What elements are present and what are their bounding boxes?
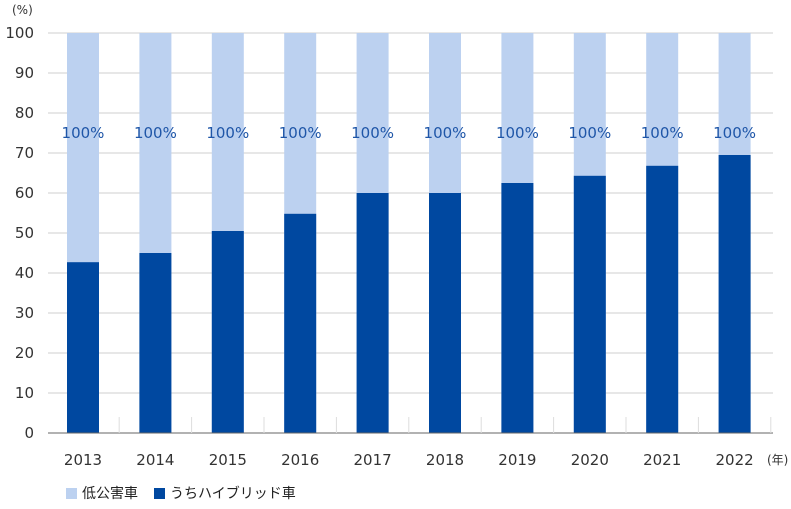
bar-hybrid-2013: [67, 262, 99, 433]
legend-label-low-emission: 低公害車: [82, 486, 138, 502]
bar-hybrid-2020: [573, 175, 606, 434]
x-tick-label-2017: 2017: [354, 451, 392, 469]
x-tick-label-2016: 2016: [281, 451, 319, 469]
x-tick-label-2015: 2015: [209, 451, 247, 469]
y-tick-label: 30: [15, 304, 34, 322]
data-labels: 100% 100% 100% 100% 100% 100% 100% 100% 100% 100%: [62, 124, 756, 142]
y-tick-label: 40: [15, 264, 34, 282]
x-unit-label: (年): [767, 453, 788, 467]
x-tick-label-2020: 2020: [571, 451, 609, 469]
data-label-2020: 100%: [568, 124, 611, 142]
legend-swatch-low-emission: [66, 487, 77, 499]
data-label-2017: 100%: [351, 124, 394, 142]
bar-hybrid-2017: [356, 193, 389, 433]
data-label-2022: 100%: [713, 124, 756, 142]
data-label-2013: 100%: [62, 124, 105, 142]
data-label-2016: 100%: [279, 124, 322, 142]
data-label-2018: 100%: [424, 124, 467, 142]
x-tick-label-2013: 2013: [64, 451, 102, 469]
data-label-2014: 100%: [134, 124, 177, 142]
x-tick-label-2014: 2014: [136, 451, 174, 469]
bar-hybrid-2014: [139, 253, 172, 433]
bars: [67, 33, 751, 434]
x-tick-label-2021: 2021: [643, 451, 681, 469]
data-label-2019: 100%: [496, 124, 539, 142]
legend-item-hybrid: うちハイブリッド車: [154, 483, 296, 503]
bar-hybrid-2016: [284, 213, 317, 433]
bar-hybrid-2015: [211, 231, 244, 433]
y-tick-label: 10: [15, 384, 34, 402]
y-tick-label: 20: [15, 344, 34, 362]
bar-hybrid-2018: [429, 193, 461, 433]
data-label-2015: 100%: [206, 124, 249, 142]
y-unit-label: (%): [12, 3, 33, 17]
legend: 低公害車 うちハイブリッド車: [66, 483, 312, 503]
y-tick-label: 0: [24, 424, 34, 442]
legend-label-hybrid: うちハイブリッド車: [170, 486, 296, 502]
legend-swatch-hybrid: [154, 487, 165, 499]
axes: 0 10 20 30 40 50 60 70 80 90 100 2013 2014 2015 2016 20…: [5, 24, 773, 469]
bar-hybrid-2021: [646, 165, 679, 434]
y-tick-label: 80: [15, 104, 34, 122]
y-tick-label: 100: [5, 24, 34, 42]
bar-hybrid-2022: [718, 155, 751, 433]
bar-hybrid-2019: [501, 183, 534, 433]
y-tick-label: 90: [15, 64, 34, 82]
y-tick-label: 50: [15, 224, 34, 242]
y-tick-label: 60: [15, 184, 34, 202]
legend-item-low-emission: 低公害車: [66, 483, 138, 503]
x-tick-label-2019: 2019: [498, 451, 536, 469]
y-tick-label: 70: [15, 144, 34, 162]
x-tick-label-2018: 2018: [426, 451, 464, 469]
x-tick-label-2022: 2022: [716, 451, 754, 469]
data-label-2021: 100%: [641, 124, 684, 142]
